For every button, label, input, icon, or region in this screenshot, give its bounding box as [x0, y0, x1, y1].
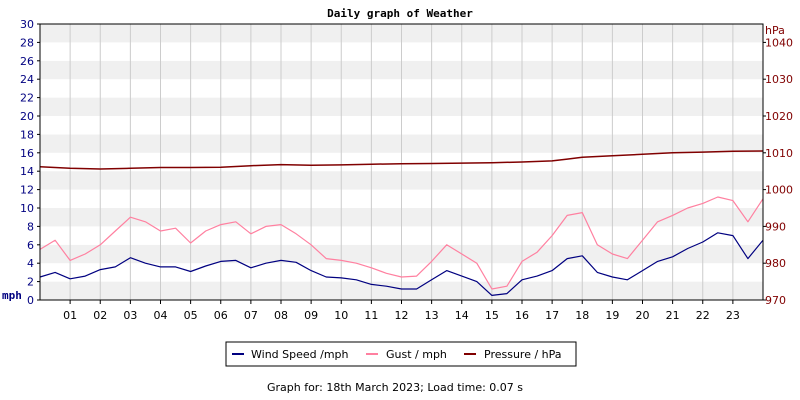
- wind-speed-line: [39, 232, 764, 296]
- x-tick-label: 16: [515, 309, 529, 322]
- left-tick-label: 26: [20, 55, 34, 68]
- right-tick-label: 1000: [765, 184, 793, 197]
- x-tick-label: 08: [274, 309, 288, 322]
- x-tick-label: 18: [575, 309, 589, 322]
- legend-label-wind: Wind Speed /mph: [251, 348, 349, 361]
- x-tick-label: 11: [364, 309, 378, 322]
- x-tick-label: 01: [63, 309, 77, 322]
- x-tick-label: 04: [154, 309, 168, 322]
- x-tick-label: 03: [123, 309, 137, 322]
- right-axis-label: hPa: [765, 24, 785, 37]
- left-tick-label: 16: [20, 147, 34, 160]
- x-tick-label: 12: [395, 309, 409, 322]
- x-tick-label: 02: [93, 309, 107, 322]
- right-tick-label: 980: [765, 257, 786, 270]
- right-tick-label: 1030: [765, 73, 793, 86]
- left-tick-label: 14: [20, 165, 34, 178]
- pressure-line: [39, 150, 764, 170]
- x-tick-label: 19: [605, 309, 619, 322]
- x-tick-label: 21: [666, 309, 680, 322]
- legend-label-gust: Gust / mph: [386, 348, 447, 361]
- right-tick-label: 1040: [765, 36, 793, 49]
- left-tick-label: 0: [27, 294, 34, 307]
- right-tick-label: 970: [765, 294, 786, 307]
- left-tick-label: 6: [27, 239, 34, 252]
- legend-label-pressure: Pressure / hPa: [484, 348, 562, 361]
- x-tick-label: 17: [545, 309, 559, 322]
- x-tick-label: 14: [455, 309, 469, 322]
- x-tick-label: 06: [214, 309, 228, 322]
- x-axis-ticks: 01 02 03 04 05 06 07 08 09 10 11 12 13 14 15 16 17 18 19 20…: [63, 300, 740, 322]
- chart-title: Daily graph of Weather: [327, 7, 473, 20]
- x-tick-label: 20: [636, 309, 650, 322]
- right-tick-label: 1020: [765, 110, 793, 123]
- x-tick-label: 07: [244, 309, 258, 322]
- left-tick-label: 22: [20, 92, 34, 105]
- left-tick-label: 10: [20, 202, 34, 215]
- footer-text: Graph for: 18th March 2023; Load time: 0…: [267, 381, 523, 394]
- legend-box: [225, 341, 577, 367]
- left-tick-label: 30: [20, 18, 34, 31]
- left-axis-label: mph: [2, 289, 22, 302]
- x-tick-label: 15: [485, 309, 499, 322]
- left-tick-label: 28: [20, 36, 34, 49]
- left-tick-label: 24: [20, 73, 34, 86]
- left-tick-label: 18: [20, 128, 34, 141]
- right-tick-label: 1010: [765, 147, 793, 160]
- legend: Wind Speed /mph Gust / mph Pressure / hP…: [225, 341, 577, 367]
- x-tick-label: 22: [696, 309, 710, 322]
- left-tick-label: 8: [27, 220, 34, 233]
- series-layer: [39, 150, 764, 296]
- gust-line: [39, 196, 764, 290]
- x-tick-label: 23: [726, 309, 740, 322]
- x-tick-label: 13: [425, 309, 439, 322]
- left-tick-label: 2: [27, 276, 34, 289]
- x-tick-label: 10: [334, 309, 348, 322]
- left-tick-label: 12: [20, 184, 34, 197]
- right-axis-ticks: 970 980 990 1000 1010 1020 1030 1040: [763, 36, 793, 307]
- left-tick-label: 20: [20, 110, 34, 123]
- right-tick-label: 990: [765, 220, 786, 233]
- x-tick-label: 05: [184, 309, 198, 322]
- left-tick-label: 4: [27, 257, 34, 270]
- x-tick-label: 09: [304, 309, 318, 322]
